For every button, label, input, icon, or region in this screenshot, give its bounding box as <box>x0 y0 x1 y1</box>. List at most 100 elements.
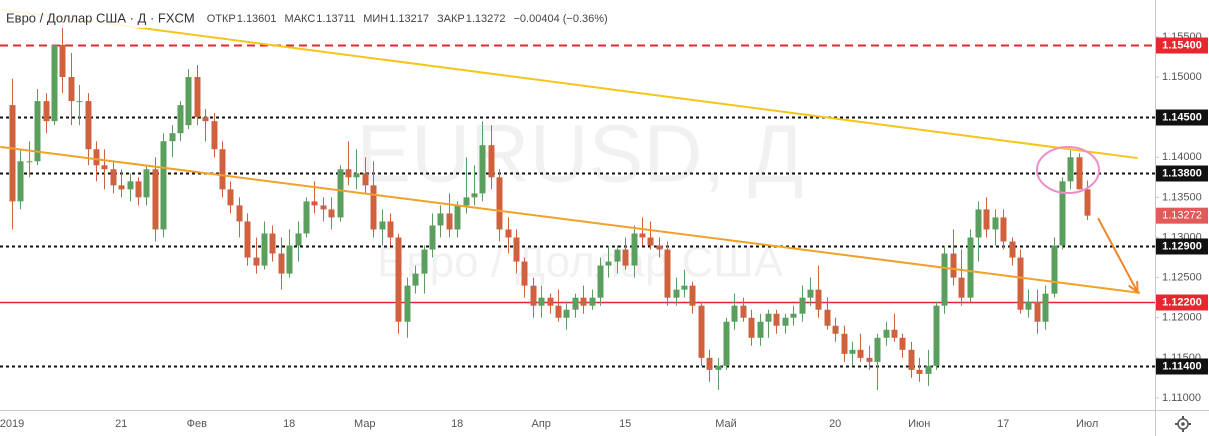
candle-body <box>488 145 495 178</box>
x-tick-label: 20 <box>829 418 841 430</box>
candle-body <box>723 321 730 366</box>
candle-body <box>412 273 419 286</box>
candle-body <box>34 101 41 162</box>
level-badge <box>1156 165 1208 182</box>
highlight-circle <box>1036 146 1100 194</box>
candle-body <box>849 349 856 354</box>
candle-body <box>51 44 58 122</box>
candle-body <box>185 77 192 126</box>
ohlc-value: 1.13217 <box>389 13 429 25</box>
candle-body <box>85 101 92 150</box>
arrow-head <box>1128 281 1139 295</box>
candle-body <box>118 185 125 190</box>
candle-body <box>143 169 150 198</box>
candle-body <box>757 321 764 338</box>
candle-body <box>614 249 621 262</box>
candle-body <box>1067 157 1074 182</box>
header: Евро / Доллар США · Д · FXCM ОТКР 1.13601 М… <box>0 8 612 28</box>
candle-body <box>967 237 974 298</box>
price-label: 1.13272 <box>1162 210 1202 222</box>
candle-body <box>647 237 654 246</box>
candle-body <box>43 101 50 122</box>
candle-body <box>1034 301 1041 322</box>
candle-body <box>605 261 612 266</box>
candle-body <box>874 337 881 362</box>
x-tick-label: Май <box>715 418 737 430</box>
x-tick-label: 21 <box>115 418 127 430</box>
candle-body <box>454 205 461 230</box>
candle-body <box>857 349 864 358</box>
candle-body <box>925 365 932 374</box>
candle-body <box>916 369 923 374</box>
candle-body <box>941 253 948 306</box>
y-tick-label: 1.12500 <box>1162 272 1202 284</box>
candle-body <box>580 297 587 306</box>
candle-body <box>1009 241 1016 258</box>
y-tick-label: 1.15000 <box>1162 71 1202 83</box>
x-tick-label: 18 <box>451 418 463 430</box>
level-badge <box>1156 294 1208 311</box>
trendline <box>0 8 1138 160</box>
candle-body <box>698 305 705 358</box>
candle-body <box>463 197 470 206</box>
candle-body <box>169 133 176 142</box>
candle-body <box>824 309 831 326</box>
candle-body <box>320 205 327 210</box>
candle-body <box>950 253 957 278</box>
candle-body <box>656 245 663 250</box>
candle-body <box>899 337 906 350</box>
level-badge <box>1156 238 1208 255</box>
candle-body <box>446 213 453 230</box>
candle-body <box>1042 293 1049 322</box>
watermark: EURUSD, Д <box>356 109 803 200</box>
candle-body <box>404 285 411 322</box>
candle-body <box>1025 301 1032 310</box>
candle-body <box>715 365 722 370</box>
candle-body <box>673 289 680 298</box>
candle-body <box>799 297 806 314</box>
candle-body <box>135 181 142 198</box>
candle-body <box>345 169 352 178</box>
candle-body <box>689 285 696 306</box>
candle-body <box>866 357 873 362</box>
axes: 1.110001.115001.120001.125001.130001.135… <box>0 31 1208 430</box>
candle-body <box>530 285 537 306</box>
candle-body <box>26 161 33 163</box>
candle-body <box>227 189 234 206</box>
candle-body <box>202 117 209 122</box>
ohlc-value: 1.13272 <box>466 13 506 25</box>
settings-icon[interactable] <box>1175 416 1191 432</box>
candle-body <box>891 329 898 338</box>
candle-body <box>1051 245 1058 294</box>
candle-body <box>815 289 822 310</box>
candle-body <box>572 297 579 310</box>
candle-body <box>479 145 486 194</box>
candle-body <box>496 177 503 230</box>
candle-body <box>219 149 226 190</box>
y-tick-label: 1.11000 <box>1162 392 1201 404</box>
candle-body <box>765 313 772 322</box>
candle-body <box>261 233 268 266</box>
candle-body <box>429 225 436 250</box>
candle-body <box>370 185 377 230</box>
candle-body <box>958 277 965 298</box>
candle-body <box>194 77 201 118</box>
candle-body <box>505 229 512 238</box>
x-tick-label: 18 <box>283 418 295 430</box>
candle-body <box>555 305 562 318</box>
candle-body <box>353 173 360 178</box>
candle-body <box>421 249 428 274</box>
header-background <box>0 8 612 28</box>
candle-body <box>807 289 814 298</box>
candle-body <box>379 221 386 230</box>
candle-body <box>244 221 251 258</box>
candle-body <box>9 105 16 202</box>
ohlc-value: 1.13711 <box>316 13 355 25</box>
candle-body <box>311 201 318 206</box>
candle-body <box>101 165 108 170</box>
candle-body <box>883 329 890 338</box>
candle-body <box>211 121 218 150</box>
candle-body <box>269 233 276 254</box>
candle-body <box>337 169 344 218</box>
